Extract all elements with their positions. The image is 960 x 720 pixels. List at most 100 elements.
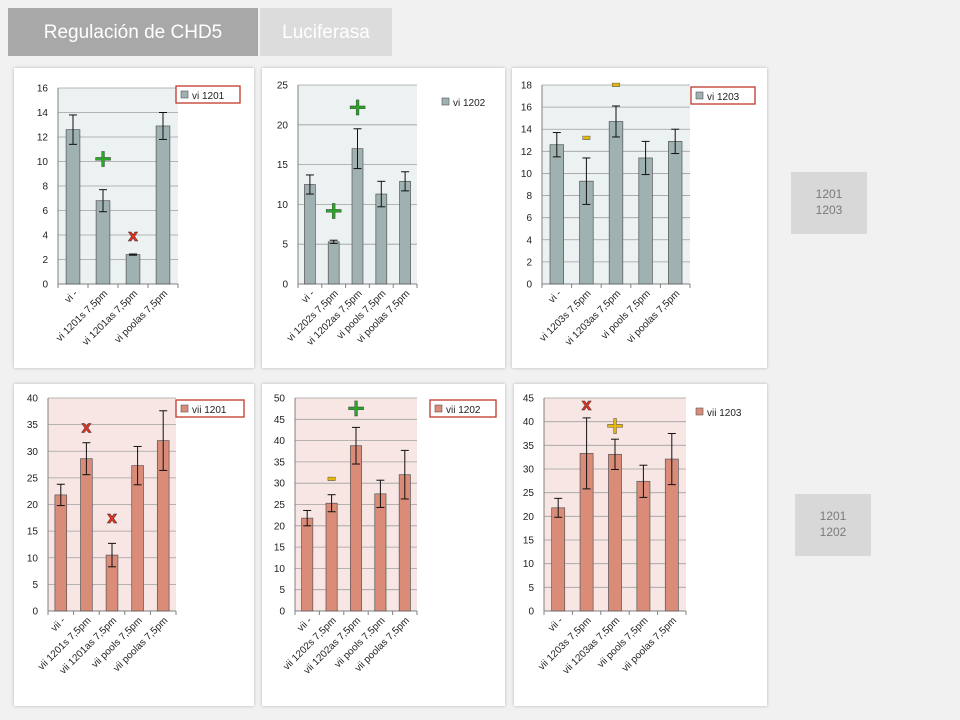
legend-label: vii 1201 xyxy=(192,405,227,416)
y-tick-label: 30 xyxy=(274,479,286,490)
legend-swatch xyxy=(441,97,450,106)
bar xyxy=(638,157,653,285)
bar xyxy=(608,121,624,285)
error-bar xyxy=(99,189,107,213)
x-mark: x xyxy=(107,508,118,527)
y-tick-label: 45 xyxy=(274,415,286,426)
y-tick-label: 10 xyxy=(274,564,286,575)
y-tick-label: 15 xyxy=(523,536,535,547)
y-tick-label: 12 xyxy=(37,133,49,144)
error-bar xyxy=(612,105,620,138)
y-tick-label: 25 xyxy=(523,488,535,499)
y-tick-label: 2 xyxy=(42,255,48,266)
error-bar xyxy=(671,128,680,155)
y-tick-label: 20 xyxy=(523,512,535,523)
legend-swatch xyxy=(180,90,189,99)
error-bar xyxy=(641,140,650,176)
y-tick-label: 4 xyxy=(526,235,532,246)
error-bar xyxy=(400,449,409,500)
bar xyxy=(301,517,314,612)
error-bar xyxy=(352,426,360,465)
error-bar xyxy=(377,180,386,208)
error-bar xyxy=(611,438,619,470)
tab-regulacion-chd5[interactable]: Regulación de CHD5 xyxy=(8,8,258,56)
chart-vii-1202: 0 5 10 15 20 25 30 35 40 45 50 vii - vii 1202s 7,5pm… xyxy=(262,384,505,706)
y-tick-label: 12 xyxy=(521,147,533,158)
bar xyxy=(374,493,387,612)
legend-label: vii 1203 xyxy=(707,408,742,419)
y-tick-label: 0 xyxy=(42,280,48,291)
bar xyxy=(350,445,362,612)
bar xyxy=(54,494,68,612)
legend-swatch xyxy=(180,404,189,413)
y-tick-label: 50 xyxy=(274,394,286,405)
legend-label: vii 1202 xyxy=(446,405,481,416)
bar xyxy=(549,144,564,285)
bar xyxy=(304,184,316,285)
y-tick-label: 5 xyxy=(32,580,38,591)
y-tick-label: 14 xyxy=(37,108,49,119)
note-1201-1202: 1201 1202 xyxy=(795,494,871,556)
legend-label: vi 1202 xyxy=(453,98,486,109)
error-bar xyxy=(552,132,561,158)
chart-svg: 0 2 4 6 8 10 12 14 16 18 vi -vi 1203s 7,5pm vi 1203… xyxy=(521,69,756,348)
y-tick-label: 20 xyxy=(274,521,286,532)
error-bar xyxy=(582,157,591,205)
x-tick-label: vi - xyxy=(547,288,564,305)
y-tick-label: 20 xyxy=(27,500,39,511)
y-tick-label: 8 xyxy=(526,191,532,202)
y-tick-label: 30 xyxy=(27,447,39,458)
error-bar xyxy=(554,497,563,518)
y-tick-label: 15 xyxy=(274,543,286,554)
y-tick-label: 0 xyxy=(528,607,534,618)
bar xyxy=(608,453,622,612)
error-bar xyxy=(376,479,385,508)
plus-mark: + xyxy=(347,93,367,121)
note-line: 1202 xyxy=(819,525,847,539)
y-tick-label: 5 xyxy=(279,585,285,596)
y-tick-label: 0 xyxy=(282,280,288,291)
x-mark: x xyxy=(128,226,139,245)
y-tick-label: 20 xyxy=(277,120,289,131)
x-tick-label: vii poolas 7,5pm xyxy=(620,615,679,674)
bar xyxy=(327,241,340,285)
x-tick-label: vii - xyxy=(296,615,315,634)
y-tick-label: 25 xyxy=(277,81,289,92)
y-tick-label: 6 xyxy=(526,213,532,224)
y-tick-label: 0 xyxy=(32,607,38,618)
error-bar xyxy=(82,442,91,476)
error-bar xyxy=(329,239,338,244)
chart-vi-1201: 0 2 4 6 8 10 12 14 16 vi - vi 1201s 7,5pm vi 1201as… xyxy=(14,68,254,368)
note-line: 1203 xyxy=(815,203,843,217)
error-bar xyxy=(133,445,142,486)
x-tick-label: vii - xyxy=(547,615,566,634)
x-mark: x xyxy=(81,418,92,437)
error-bar xyxy=(582,417,591,490)
bar xyxy=(80,458,93,612)
y-tick-label: 35 xyxy=(27,420,39,431)
y-tick-label: 40 xyxy=(523,417,535,428)
x-tick-label: vii - xyxy=(49,615,68,634)
error-bar xyxy=(108,542,116,568)
bar xyxy=(668,141,683,285)
error-bar xyxy=(129,253,137,256)
note-line: 1201 xyxy=(819,509,847,523)
y-tick-label: 0 xyxy=(279,607,285,618)
bar xyxy=(65,129,81,285)
y-tick-label: 16 xyxy=(37,84,49,95)
y-tick-label: 25 xyxy=(274,500,286,511)
tab-luciferasa[interactable]: Luciferasa xyxy=(260,8,392,56)
legend-swatch xyxy=(695,407,704,416)
y-tick-label: 15 xyxy=(27,527,39,538)
minus-mark: - xyxy=(581,123,591,151)
y-tick-label: 10 xyxy=(277,200,289,211)
legend-box xyxy=(690,86,756,105)
chart-vii-1203: 0 5 10 15 20 25 30 35 40 45 vii - vii 1203s 7,5pm vi… xyxy=(514,384,767,706)
legend-swatch xyxy=(434,404,443,413)
bar xyxy=(95,200,111,285)
plus-mark: + xyxy=(324,197,344,225)
